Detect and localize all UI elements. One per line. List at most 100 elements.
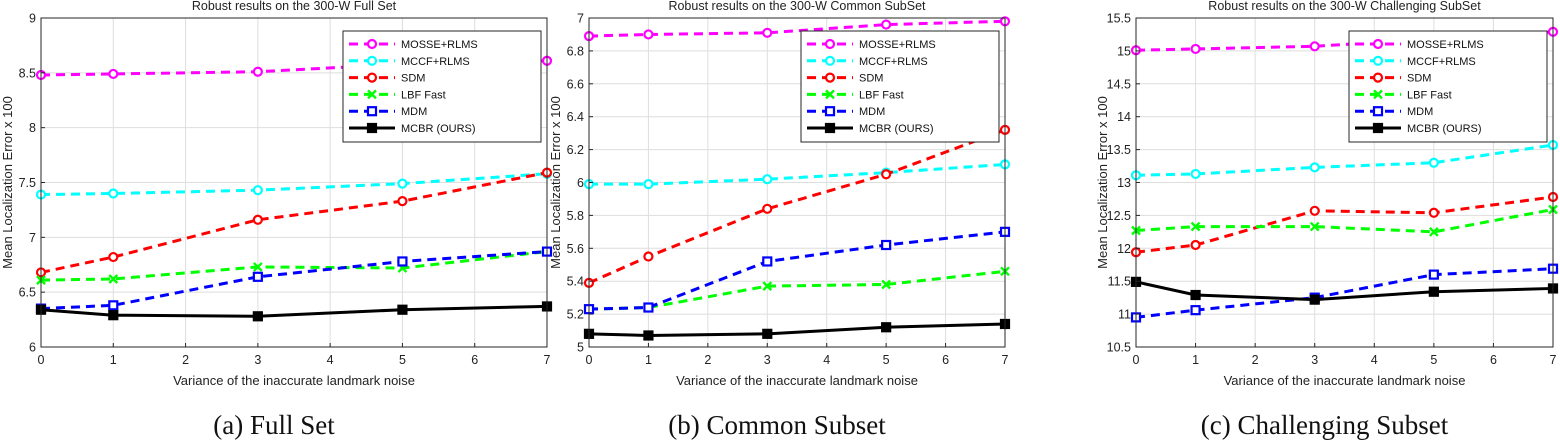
data-point-circle bbox=[1190, 168, 1201, 180]
legend-label: MCBR (OURS) bbox=[859, 123, 934, 135]
data-point-circle bbox=[252, 185, 263, 196]
data-point-x bbox=[1373, 89, 1383, 100]
x-axis-label: Variance of the inaccurate landmark nois… bbox=[676, 373, 918, 388]
legend-entry: SDM bbox=[349, 72, 425, 85]
data-point-circle bbox=[108, 68, 119, 80]
data-point-square bbox=[252, 311, 263, 322]
legend-entry: MOSSE+RLMS bbox=[807, 38, 936, 51]
data-point-square bbox=[881, 322, 892, 333]
legend: MOSSE+RLMS MCCF+RLMS SDM LBF Fast MDM MCBR (O… bbox=[342, 30, 542, 143]
legend-entry: MCCF+RLMS bbox=[349, 55, 470, 68]
x-tick-label: 1 bbox=[1192, 353, 1199, 367]
x-tick-label: 1 bbox=[645, 353, 652, 367]
legend-label: LBF Fast bbox=[401, 89, 446, 101]
y-tick-label: 8.5 bbox=[19, 66, 36, 80]
data-point-square bbox=[762, 256, 773, 267]
data-point-x bbox=[367, 89, 377, 100]
series-line bbox=[40, 250, 548, 311]
data-point-circle bbox=[366, 38, 378, 50]
legend-entry: MDM bbox=[349, 106, 427, 118]
legend-entry: LBF Fast bbox=[807, 89, 904, 101]
legend-label: MDM bbox=[401, 106, 427, 118]
subfigure-caption: (a) Full Set bbox=[213, 410, 335, 440]
series-line bbox=[40, 171, 548, 274]
legend-label: MOSSE+RLMS bbox=[401, 39, 478, 51]
data-point-x bbox=[825, 89, 835, 100]
data-point-circle bbox=[1309, 162, 1320, 173]
data-point-x bbox=[881, 279, 891, 290]
data-point-circle bbox=[762, 174, 773, 185]
y-tick-label: 5.4 bbox=[567, 275, 584, 289]
data-point-square bbox=[1190, 305, 1201, 316]
data-point-circle bbox=[643, 251, 654, 262]
data-point-circle bbox=[881, 19, 892, 30]
legend-label: MCBR (OURS) bbox=[1407, 123, 1482, 135]
data-point-circle bbox=[824, 38, 836, 50]
data-point-circle bbox=[643, 29, 654, 40]
data-point-x bbox=[1429, 227, 1439, 237]
y-tick-label: 13 bbox=[1117, 176, 1131, 190]
data-point-circle bbox=[1428, 157, 1439, 168]
data-point-circle bbox=[108, 188, 119, 199]
data-point-square bbox=[108, 300, 119, 311]
data-point-circle bbox=[643, 179, 654, 190]
y-tick-label: 15.5 bbox=[1107, 12, 1131, 26]
legend-label: MDM bbox=[859, 106, 885, 118]
data-point-square bbox=[643, 330, 654, 341]
data-point-square bbox=[1309, 294, 1320, 305]
subfigure-caption: (b) Common Subset bbox=[668, 410, 886, 440]
series-line bbox=[588, 19, 1006, 38]
y-tick-label: 5.2 bbox=[567, 308, 584, 322]
data-point-circle bbox=[366, 72, 378, 83]
y-tick-label: 10.5 bbox=[1107, 341, 1131, 355]
data-point-circle bbox=[762, 203, 773, 214]
chart-panel-3: 0 1 2 3 4 5 6 710.51111.51212.51313.51414.51515… bbox=[1095, 0, 1559, 440]
y-axis-label: Mean Localization Error x 100 bbox=[1095, 96, 1110, 269]
x-axis-label: Variance of the inaccurate landmark nois… bbox=[1224, 373, 1466, 388]
x-tick-label: 6 bbox=[942, 353, 949, 367]
y-axis-label: Mean Localization Error x 100 bbox=[0, 96, 15, 269]
legend-entry: MCBR (OURS) bbox=[1355, 122, 1482, 135]
legend-entry: MDM bbox=[807, 106, 885, 118]
legend-entry: MCCF+RLMS bbox=[807, 55, 928, 68]
x-tick-label: 2 bbox=[1252, 353, 1259, 367]
data-point-circle bbox=[397, 196, 408, 207]
x-tick-label: 0 bbox=[38, 353, 45, 367]
data-point-x bbox=[762, 281, 773, 291]
data-point-square bbox=[366, 106, 378, 117]
y-tick-label: 5 bbox=[577, 341, 584, 355]
data-point-square bbox=[881, 239, 892, 251]
y-tick-label: 6.8 bbox=[567, 44, 584, 58]
data-point-square bbox=[643, 302, 654, 313]
y-axis-label: Mean Localization Error x 100 bbox=[548, 96, 563, 269]
x-tick-label: 4 bbox=[823, 353, 830, 367]
chart-title: Robust results on the 300-W Full Set bbox=[192, 0, 397, 13]
data-point-square bbox=[1372, 122, 1384, 134]
data-point-circle bbox=[108, 251, 119, 263]
x-tick-label: 1 bbox=[110, 353, 117, 367]
x-tick-label: 0 bbox=[586, 353, 593, 367]
data-point-square bbox=[1372, 106, 1384, 117]
subfigure-caption: (c) Challenging Subset bbox=[1201, 410, 1449, 440]
y-tick-label: 7 bbox=[577, 12, 584, 26]
legend-label: SDM bbox=[859, 73, 883, 85]
legend-label: MCCF+RLMS bbox=[859, 56, 928, 68]
y-tick-label: 15 bbox=[1117, 44, 1131, 58]
legend-entry: MCBR (OURS) bbox=[349, 122, 476, 135]
legend-label: SDM bbox=[401, 73, 425, 85]
y-tick-label: 14.5 bbox=[1107, 77, 1131, 91]
legend-label: MCCF+RLMS bbox=[1407, 56, 1476, 68]
data-point-circle bbox=[252, 214, 263, 225]
y-tick-label: 8 bbox=[29, 121, 36, 135]
data-point-square bbox=[762, 328, 773, 339]
legend-label: MOSSE+RLMS bbox=[859, 39, 936, 51]
x-tick-label: 3 bbox=[764, 353, 771, 367]
y-tick-label: 14 bbox=[1117, 110, 1131, 124]
data-point-square bbox=[824, 106, 836, 117]
data-point-circle bbox=[1428, 207, 1439, 218]
data-point-square bbox=[366, 122, 378, 134]
x-tick-label: 7 bbox=[1002, 353, 1009, 367]
data-point-circle bbox=[1372, 55, 1384, 66]
data-point-square bbox=[824, 122, 836, 134]
chart-panel-2: 0 1 2 3 4 5 6 7 5 5.2 5.4 5.6 5.8 6 6.2 6.4 6.6 6.8 7 Robus… bbox=[548, 0, 1011, 440]
